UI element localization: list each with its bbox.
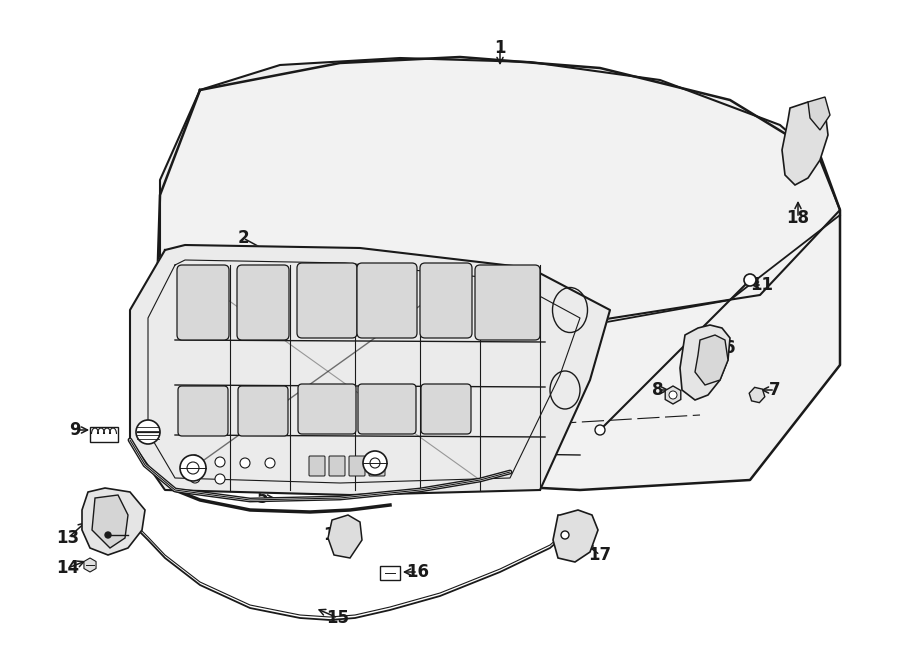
Text: 15: 15 [327, 609, 349, 627]
Polygon shape [155, 57, 840, 490]
Circle shape [136, 420, 160, 444]
FancyBboxPatch shape [380, 566, 400, 580]
Circle shape [744, 274, 756, 286]
Circle shape [240, 458, 250, 468]
Text: 5: 5 [256, 489, 268, 507]
Circle shape [180, 455, 206, 481]
Polygon shape [680, 325, 730, 400]
Circle shape [215, 474, 225, 484]
Polygon shape [553, 510, 598, 562]
Polygon shape [82, 488, 145, 555]
Text: 3: 3 [402, 454, 414, 472]
FancyBboxPatch shape [298, 384, 356, 434]
Circle shape [363, 451, 387, 475]
Text: 10: 10 [203, 459, 227, 477]
FancyBboxPatch shape [421, 384, 471, 434]
FancyBboxPatch shape [90, 427, 118, 442]
Text: 6: 6 [724, 339, 736, 357]
FancyBboxPatch shape [420, 263, 472, 338]
Text: 18: 18 [787, 209, 809, 227]
Circle shape [561, 531, 569, 539]
Polygon shape [782, 102, 828, 185]
FancyBboxPatch shape [177, 265, 229, 340]
FancyBboxPatch shape [475, 265, 540, 340]
Circle shape [370, 458, 380, 468]
Circle shape [215, 457, 225, 467]
FancyBboxPatch shape [369, 456, 385, 476]
Text: 11: 11 [751, 276, 773, 294]
FancyBboxPatch shape [237, 265, 289, 340]
Text: 17: 17 [589, 546, 612, 564]
Polygon shape [130, 245, 610, 495]
Text: 7: 7 [770, 381, 781, 399]
Circle shape [190, 473, 200, 483]
FancyBboxPatch shape [357, 263, 417, 338]
Polygon shape [695, 335, 728, 385]
Circle shape [105, 532, 111, 538]
Text: 16: 16 [407, 563, 429, 581]
FancyBboxPatch shape [297, 263, 357, 338]
Text: 13: 13 [57, 529, 79, 547]
Circle shape [669, 391, 677, 399]
Circle shape [265, 458, 275, 468]
Circle shape [190, 455, 200, 465]
Text: 4: 4 [141, 296, 153, 314]
Text: 8: 8 [652, 381, 664, 399]
Text: 2: 2 [238, 229, 248, 247]
Polygon shape [808, 97, 830, 130]
Text: 12: 12 [323, 526, 346, 544]
Text: 1: 1 [494, 39, 506, 57]
FancyBboxPatch shape [309, 456, 325, 476]
Polygon shape [328, 515, 362, 558]
Text: 9: 9 [69, 421, 81, 439]
Polygon shape [92, 495, 128, 548]
Circle shape [187, 462, 199, 474]
FancyBboxPatch shape [349, 456, 365, 476]
FancyBboxPatch shape [238, 386, 288, 436]
Circle shape [595, 425, 605, 435]
Text: 14: 14 [57, 559, 79, 577]
FancyBboxPatch shape [178, 386, 228, 436]
FancyBboxPatch shape [358, 384, 416, 434]
Polygon shape [160, 58, 840, 325]
FancyBboxPatch shape [329, 456, 345, 476]
